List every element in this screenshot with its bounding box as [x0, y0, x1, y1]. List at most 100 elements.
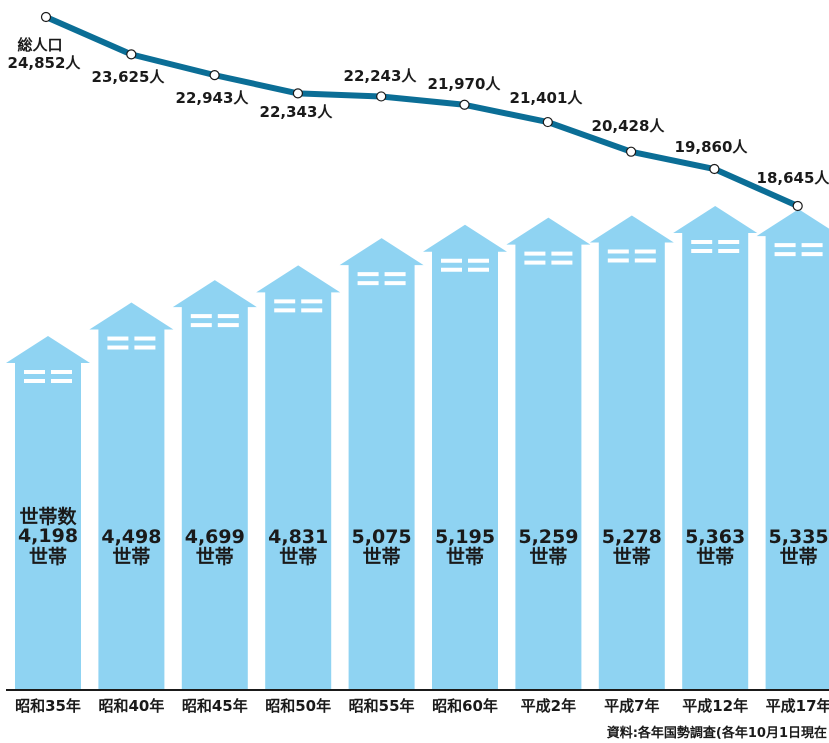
bar	[6, 336, 90, 690]
line-value-label: 22,243人	[344, 67, 418, 85]
bar-house	[256, 265, 341, 690]
x-tick-labels: 昭和35年 昭和40年 昭和45年 昭和50年 昭和55年 昭和60年 平成2年 平成7年 平成…	[15, 697, 829, 715]
line-point	[459, 99, 470, 110]
window-mark	[468, 258, 489, 263]
window-mark	[217, 314, 239, 319]
window-mark	[274, 308, 296, 313]
window-mark	[634, 258, 656, 263]
bar-house	[172, 280, 257, 690]
window-mark	[51, 379, 72, 383]
bar-value-label: 5,363	[685, 526, 745, 548]
window-mark	[107, 336, 129, 341]
bar	[339, 238, 424, 691]
bar	[256, 265, 341, 690]
bar-value-label: 4,699	[185, 526, 245, 548]
bar-house	[423, 224, 507, 691]
line-series	[40, 11, 803, 212]
x-tick-label: 平成7年	[604, 697, 659, 715]
x-tick-label: 昭和40年	[98, 697, 164, 715]
line-value-label: 20,428人	[592, 117, 666, 135]
window-mark	[107, 345, 129, 350]
line-value-label: 21,970人	[428, 75, 502, 93]
line-point	[792, 200, 803, 212]
bar-value-label: 4,831	[268, 526, 328, 548]
bar-house	[6, 336, 90, 690]
line-value-label: 24,852人	[8, 54, 82, 72]
bar-house	[89, 302, 174, 690]
window-mark	[607, 258, 629, 263]
bar-value-label: 5,075	[352, 526, 412, 548]
window-mark	[551, 251, 573, 256]
bar-value-label: 世帯	[29, 545, 67, 568]
line-point	[40, 11, 52, 23]
bar-value-label: 5,195	[435, 526, 495, 548]
bar-house	[339, 238, 424, 691]
bar	[589, 215, 674, 690]
bar-labels: 世帯数4,198世帯4,498世帯4,699世帯4,831世帯5,075世帯5,…	[18, 505, 829, 568]
window-mark	[51, 370, 72, 374]
window-mark	[441, 258, 462, 263]
bar-value-label: 5,259	[518, 526, 578, 548]
bar-house	[589, 215, 674, 690]
window-mark	[691, 240, 713, 244]
line-point	[376, 91, 387, 102]
window-mark	[801, 243, 823, 248]
x-tick-label: 平成2年	[521, 697, 576, 715]
window-mark	[468, 267, 489, 272]
bar	[673, 206, 758, 690]
window-mark	[24, 379, 45, 383]
bar-value-label: 世帯	[279, 545, 317, 568]
window-mark	[524, 251, 546, 256]
window-mark	[24, 370, 45, 374]
line-value-label: 22,343人	[260, 103, 334, 121]
window-mark	[134, 336, 156, 341]
source-note: 資料:各年国勢調査(各年10月1日現在	[607, 725, 827, 741]
window-mark	[301, 299, 323, 304]
line-value-label: 18,645人	[757, 169, 829, 187]
bar-value-label: 世帯	[363, 545, 401, 568]
bar	[506, 217, 591, 690]
window-mark	[441, 267, 462, 272]
bar-value-label: 5,335	[769, 526, 829, 548]
bar-value-label: 5,278	[602, 526, 662, 548]
bar-value-label: 世帯	[780, 545, 818, 568]
bar-value-label: 世帯	[112, 545, 150, 568]
window-mark	[217, 323, 239, 328]
line-labels: 24,852人 23,625人 22,943人 22,343人 22,243人 21,97…	[8, 36, 829, 187]
window-mark	[301, 308, 323, 313]
line-value-label: 19,860人	[675, 138, 749, 156]
bar-value-label: 世帯	[196, 545, 234, 568]
bar-value-label: 世帯	[529, 545, 567, 568]
window-mark	[357, 281, 379, 286]
window-mark	[607, 249, 629, 254]
line-value-label: 23,625人	[92, 68, 166, 86]
window-mark	[718, 240, 740, 244]
x-tick-label: 平成17年	[766, 697, 829, 715]
bar	[89, 302, 174, 690]
x-tick-label: 平成12年	[682, 697, 748, 715]
bar-value-label: 4,198	[18, 525, 78, 547]
line-value-label: 22,943人	[176, 89, 250, 107]
bar	[172, 280, 257, 690]
x-tick-label: 昭和55年	[349, 697, 415, 715]
bar-house	[673, 206, 758, 690]
line-point	[542, 116, 553, 128]
window-mark	[774, 252, 796, 257]
bar	[423, 224, 507, 691]
line-point	[209, 70, 220, 81]
window-mark	[274, 299, 296, 304]
bar-value-label: 4,498	[101, 526, 161, 548]
bar	[756, 209, 829, 690]
window-mark	[384, 272, 406, 277]
window-mark	[190, 323, 212, 328]
bar-value-label: 世帯数	[19, 505, 77, 528]
